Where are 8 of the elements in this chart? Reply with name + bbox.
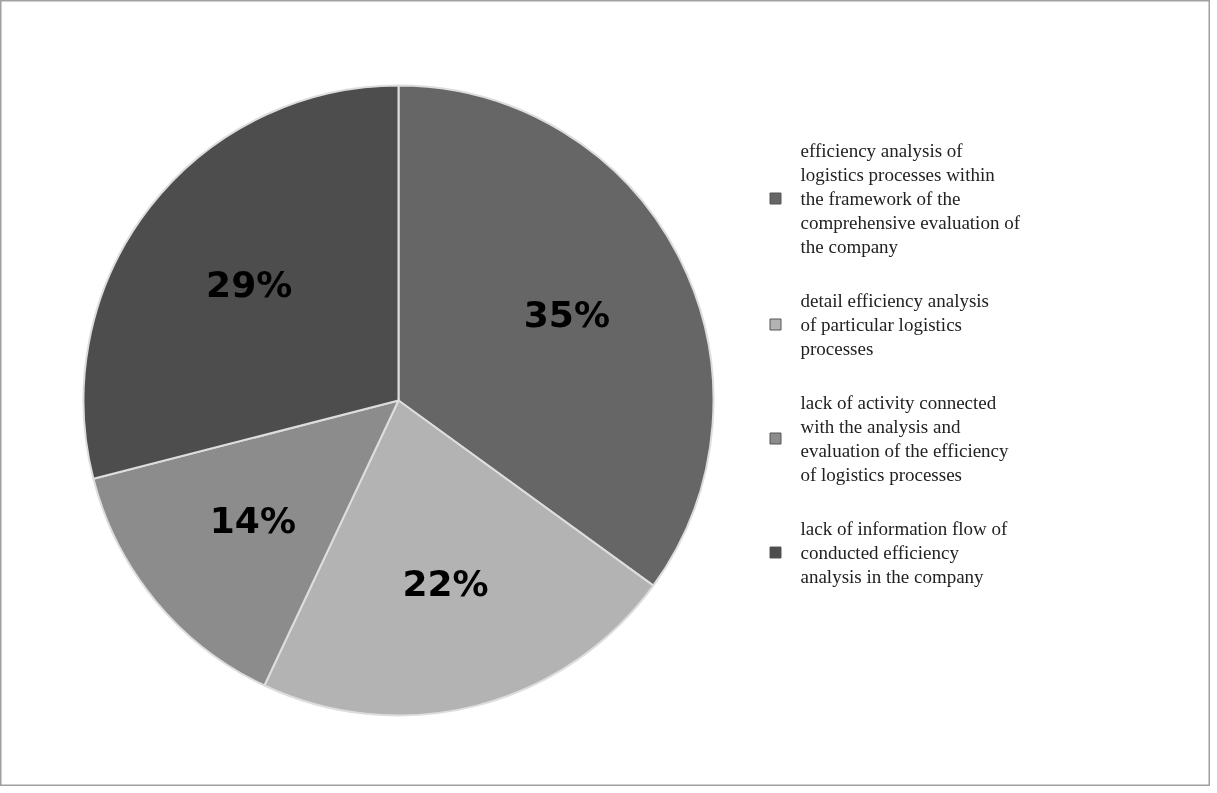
legend-label: efficiency analysis of logistics processes within the framework of the comprehensive evaluation of the company: [800, 140, 1021, 257]
legend-label: detail efficiency analysis of particular logistics processes: [800, 290, 990, 359]
data-label: 35%: [523, 294, 610, 336]
data-label: 29%: [206, 264, 293, 306]
data-label: 22%: [402, 563, 489, 605]
data-label: 14%: [209, 500, 296, 542]
legend-label: lack of information flow of conducted efficiency analysis in the company: [800, 518, 1008, 587]
legend-label: lack of activity connected with the analysis and evaluation of the efficiency of logistics processes: [800, 392, 1010, 485]
